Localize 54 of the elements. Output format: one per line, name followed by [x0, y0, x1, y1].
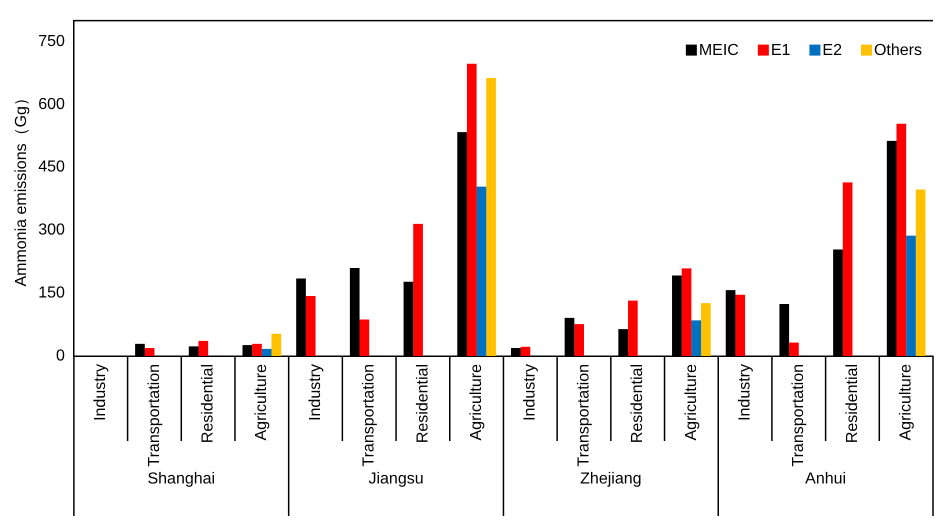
x-tick-label: Agriculture — [468, 364, 486, 440]
x-tick-label: Transportation — [360, 364, 378, 467]
bar — [252, 344, 262, 356]
text: Shanghai — [147, 470, 216, 488]
x-tick-label: Transportation — [575, 364, 592, 467]
text: Anhui — [805, 470, 846, 488]
y-tick-label: 600 — [38, 96, 65, 113]
bar — [789, 342, 799, 356]
bar — [916, 190, 926, 356]
text: Zhejiang — [580, 470, 642, 488]
x-tick-label: Agriculture — [898, 364, 915, 440]
y-tick-label: 450 — [38, 158, 65, 176]
y-tick-label: 300 — [38, 222, 65, 239]
x-tick-label: Residential — [844, 364, 861, 444]
x-tick-label: Residential — [200, 364, 217, 444]
x-tick-label: Industry — [306, 364, 324, 421]
x-tick-label: Residential — [414, 364, 432, 444]
bar — [628, 300, 638, 356]
bar — [486, 78, 496, 356]
x-tick-label: Agriculture — [253, 364, 270, 440]
bar — [466, 64, 477, 356]
bar — [144, 348, 154, 356]
x-tick-label: Agriculture — [682, 364, 700, 440]
bar — [735, 294, 746, 356]
bar — [306, 296, 316, 356]
y-tick-label: 750 — [38, 32, 65, 50]
legend-label: Others — [874, 42, 922, 60]
text: Jiangsu — [368, 470, 424, 488]
bar — [271, 334, 282, 356]
y-tick-label: 0 — [56, 347, 65, 364]
bar — [701, 303, 711, 356]
bar — [842, 182, 852, 356]
bar — [691, 320, 702, 356]
bar — [198, 340, 208, 356]
x-tick-label: Transportation — [790, 364, 808, 467]
bar — [896, 124, 906, 356]
bar — [682, 268, 692, 356]
x-tick-label: Transportation — [146, 364, 163, 467]
y-tick-label: 150 — [38, 284, 65, 302]
bar — [476, 186, 486, 356]
bar — [520, 346, 530, 356]
bar — [413, 224, 423, 356]
y-axis-title: Ammonia emissions（Gg） — [13, 90, 30, 287]
x-tick-label: Residential — [629, 364, 646, 444]
legend-label: E1 — [770, 42, 791, 60]
legend-label: MEIC — [698, 42, 739, 60]
bar — [360, 320, 370, 356]
bar — [574, 324, 584, 356]
x-tick-label: Industry — [522, 364, 539, 421]
x-tick-label: Industry — [92, 364, 110, 421]
bar — [262, 348, 272, 356]
x-tick-label: Industry — [736, 364, 754, 421]
legend-label: E2 — [822, 42, 842, 60]
bar — [906, 236, 916, 356]
